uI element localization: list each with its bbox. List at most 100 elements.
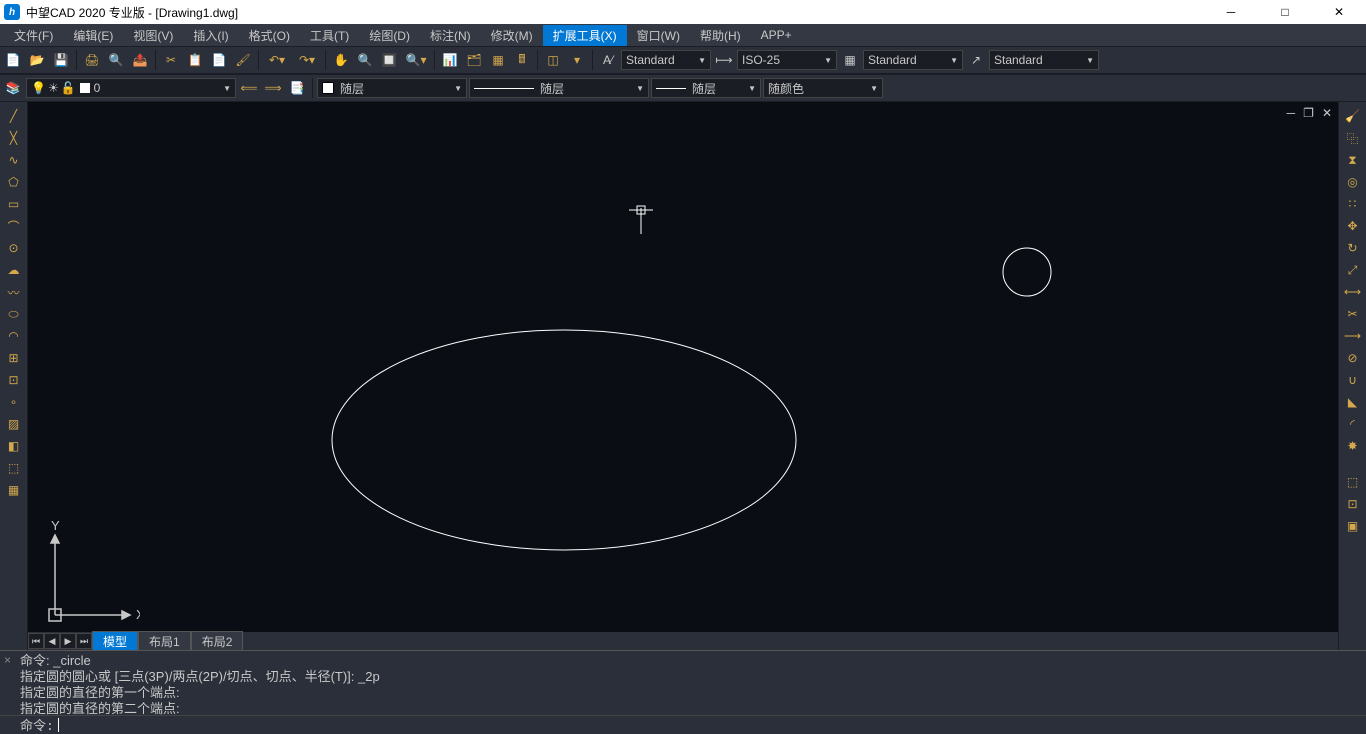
menu-insert[interactable]: 插入(I) (183, 25, 238, 46)
maximize-button[interactable]: □ (1270, 5, 1300, 19)
minimize-button[interactable]: ─ (1216, 5, 1246, 19)
extend-icon[interactable]: ⟶ (1342, 326, 1364, 346)
doc-restore-icon[interactable]: ❐ (1303, 106, 1314, 120)
revcloud-icon[interactable]: ☁ (3, 260, 25, 280)
preview-icon[interactable]: 🔍 (105, 49, 127, 71)
chamfer-icon[interactable]: ◣ (1342, 392, 1364, 412)
mleaderstyle-icon[interactable]: ↗ (965, 49, 987, 71)
join-icon[interactable]: ∪ (1342, 370, 1364, 390)
redo-icon[interactable]: ↷▾ (293, 49, 321, 71)
tab-next-icon[interactable]: ▶ (60, 633, 76, 649)
array-icon[interactable]: ∷ (1342, 194, 1364, 214)
doc-minimize-icon[interactable]: ─ (1287, 106, 1296, 120)
doc-close-icon[interactable]: ✕ (1322, 106, 1332, 120)
gradient-icon[interactable]: ◧ (3, 436, 25, 456)
makeblock-icon[interactable]: ⊡ (3, 370, 25, 390)
drawing-canvas[interactable]: ─ ❐ ✕ X Y (28, 102, 1338, 650)
layer-iso-icon[interactable]: 📑 (286, 77, 308, 99)
trim-icon[interactable]: ✂ (1342, 304, 1364, 324)
table-icon[interactable]: ▦ (3, 480, 25, 500)
menu-edit[interactable]: 编辑(E) (63, 25, 123, 46)
zoom-prev-icon[interactable]: 🔍▾ (402, 49, 430, 71)
move-icon[interactable]: ✥ (1342, 216, 1364, 236)
hatch-icon[interactable]: ▨ (3, 414, 25, 434)
dim-style-dropdown[interactable]: ISO-25▼ (737, 50, 837, 70)
designcenter-icon[interactable]: 🗂 (463, 49, 485, 71)
menu-window[interactable]: 窗口(W) (627, 25, 690, 46)
ellipse-icon[interactable]: ⬭ (3, 304, 25, 324)
lineweight-dropdown[interactable]: 随层▼ (651, 78, 761, 98)
rotate-icon[interactable]: ↻ (1342, 238, 1364, 258)
blockdd-icon[interactable]: ▾ (566, 49, 588, 71)
copy-icon[interactable]: 📋 (184, 49, 206, 71)
menu-file[interactable]: 文件(F) (4, 25, 63, 46)
new-icon[interactable]: 📄 (2, 49, 24, 71)
menu-app[interactable]: APP+ (751, 26, 802, 44)
arc-icon[interactable]: ⌒ (3, 216, 25, 236)
command-input[interactable] (58, 718, 1362, 732)
layermgr-icon[interactable]: 📚 (2, 77, 24, 99)
menu-format[interactable]: 格式(O) (239, 25, 300, 46)
polyline-icon[interactable]: ∿ (3, 150, 25, 170)
line-icon[interactable]: ╱ (3, 106, 25, 126)
rectangle-icon[interactable]: ▭ (3, 194, 25, 214)
text-style-dropdown[interactable]: Standard▼ (621, 50, 711, 70)
ellipsearc-icon[interactable]: ◠ (3, 326, 25, 346)
tool-extra1-icon[interactable]: ⬚ (1342, 472, 1364, 492)
open-icon[interactable]: 📂 (26, 49, 48, 71)
tab-prev-icon[interactable]: ◀ (44, 633, 60, 649)
insert-icon[interactable]: ⊞ (3, 348, 25, 368)
toolpalette-icon[interactable]: ▦ (487, 49, 509, 71)
cut-icon[interactable]: ✂ (160, 49, 182, 71)
command-close-icon[interactable]: × (4, 653, 11, 667)
xline-icon[interactable]: ╳ (3, 128, 25, 148)
copy-obj-icon[interactable]: ⿻ (1342, 128, 1364, 148)
mleader-style-dropdown[interactable]: Standard▼ (989, 50, 1099, 70)
erase-icon[interactable]: 🧹 (1342, 106, 1364, 126)
tab-layout2[interactable]: 布局2 (191, 631, 244, 652)
break-icon[interactable]: ⊘ (1342, 348, 1364, 368)
undo-icon[interactable]: ↶▾ (263, 49, 291, 71)
menu-tools[interactable]: 工具(T) (300, 25, 359, 46)
print-icon[interactable]: 🖨 (81, 49, 103, 71)
region-icon[interactable]: ⬚ (3, 458, 25, 478)
linetype-dropdown[interactable]: 随层▼ (469, 78, 649, 98)
scale-icon[interactable]: ⤢ (1342, 260, 1364, 280)
mirror-icon[interactable]: ⧗ (1342, 150, 1364, 170)
color-dropdown[interactable]: 随层▼ (317, 78, 467, 98)
stretch-icon[interactable]: ⟷ (1342, 282, 1364, 302)
zoom-realtime-icon[interactable]: 🔍 (354, 49, 376, 71)
layer-state-icon[interactable]: ⟹ (262, 77, 284, 99)
tab-layout1[interactable]: 布局1 (138, 631, 191, 652)
menu-dimension[interactable]: 标注(N) (420, 25, 481, 46)
layer-dropdown[interactable]: 💡 ☀ 🔓 0 ▼ (26, 78, 236, 98)
offset-icon[interactable]: ◎ (1342, 172, 1364, 192)
close-button[interactable]: ✕ (1324, 5, 1354, 19)
save-icon[interactable]: 💾 (50, 49, 72, 71)
explode-icon[interactable]: ✸ (1342, 436, 1364, 456)
menu-help[interactable]: 帮助(H) (690, 25, 751, 46)
plotstyle-dropdown[interactable]: 随颜色▼ (763, 78, 883, 98)
layer-prev-icon[interactable]: ⟸ (238, 77, 260, 99)
block-icon[interactable]: ◫ (542, 49, 564, 71)
tab-last-icon[interactable]: ⏭ (76, 633, 92, 649)
table-style-dropdown[interactable]: Standard▼ (863, 50, 963, 70)
fillet-icon[interactable]: ◜ (1342, 414, 1364, 434)
circle-icon[interactable]: ⊙ (3, 238, 25, 258)
dimstyle-icon[interactable]: ⟼ (713, 49, 735, 71)
polygon-icon[interactable]: ⬠ (3, 172, 25, 192)
tool-extra3-icon[interactable]: ▣ (1342, 516, 1364, 536)
matchprop-icon[interactable]: 🖌 (232, 49, 254, 71)
paste-icon[interactable]: 📄 (208, 49, 230, 71)
calc-icon[interactable]: 🖩 (511, 49, 533, 71)
textstyle-icon[interactable]: A⁄ (597, 49, 619, 71)
point-icon[interactable]: ∘ (3, 392, 25, 412)
menu-view[interactable]: 视图(V) (123, 25, 183, 46)
publish-icon[interactable]: 📤 (129, 49, 151, 71)
menu-draw[interactable]: 绘图(D) (359, 25, 420, 46)
spline-icon[interactable]: 〰 (3, 282, 25, 302)
tab-model[interactable]: 模型 (92, 631, 138, 652)
properties-icon[interactable]: 📊 (439, 49, 461, 71)
tab-first-icon[interactable]: ⏮ (28, 633, 44, 649)
pan-icon[interactable]: ✋ (330, 49, 352, 71)
